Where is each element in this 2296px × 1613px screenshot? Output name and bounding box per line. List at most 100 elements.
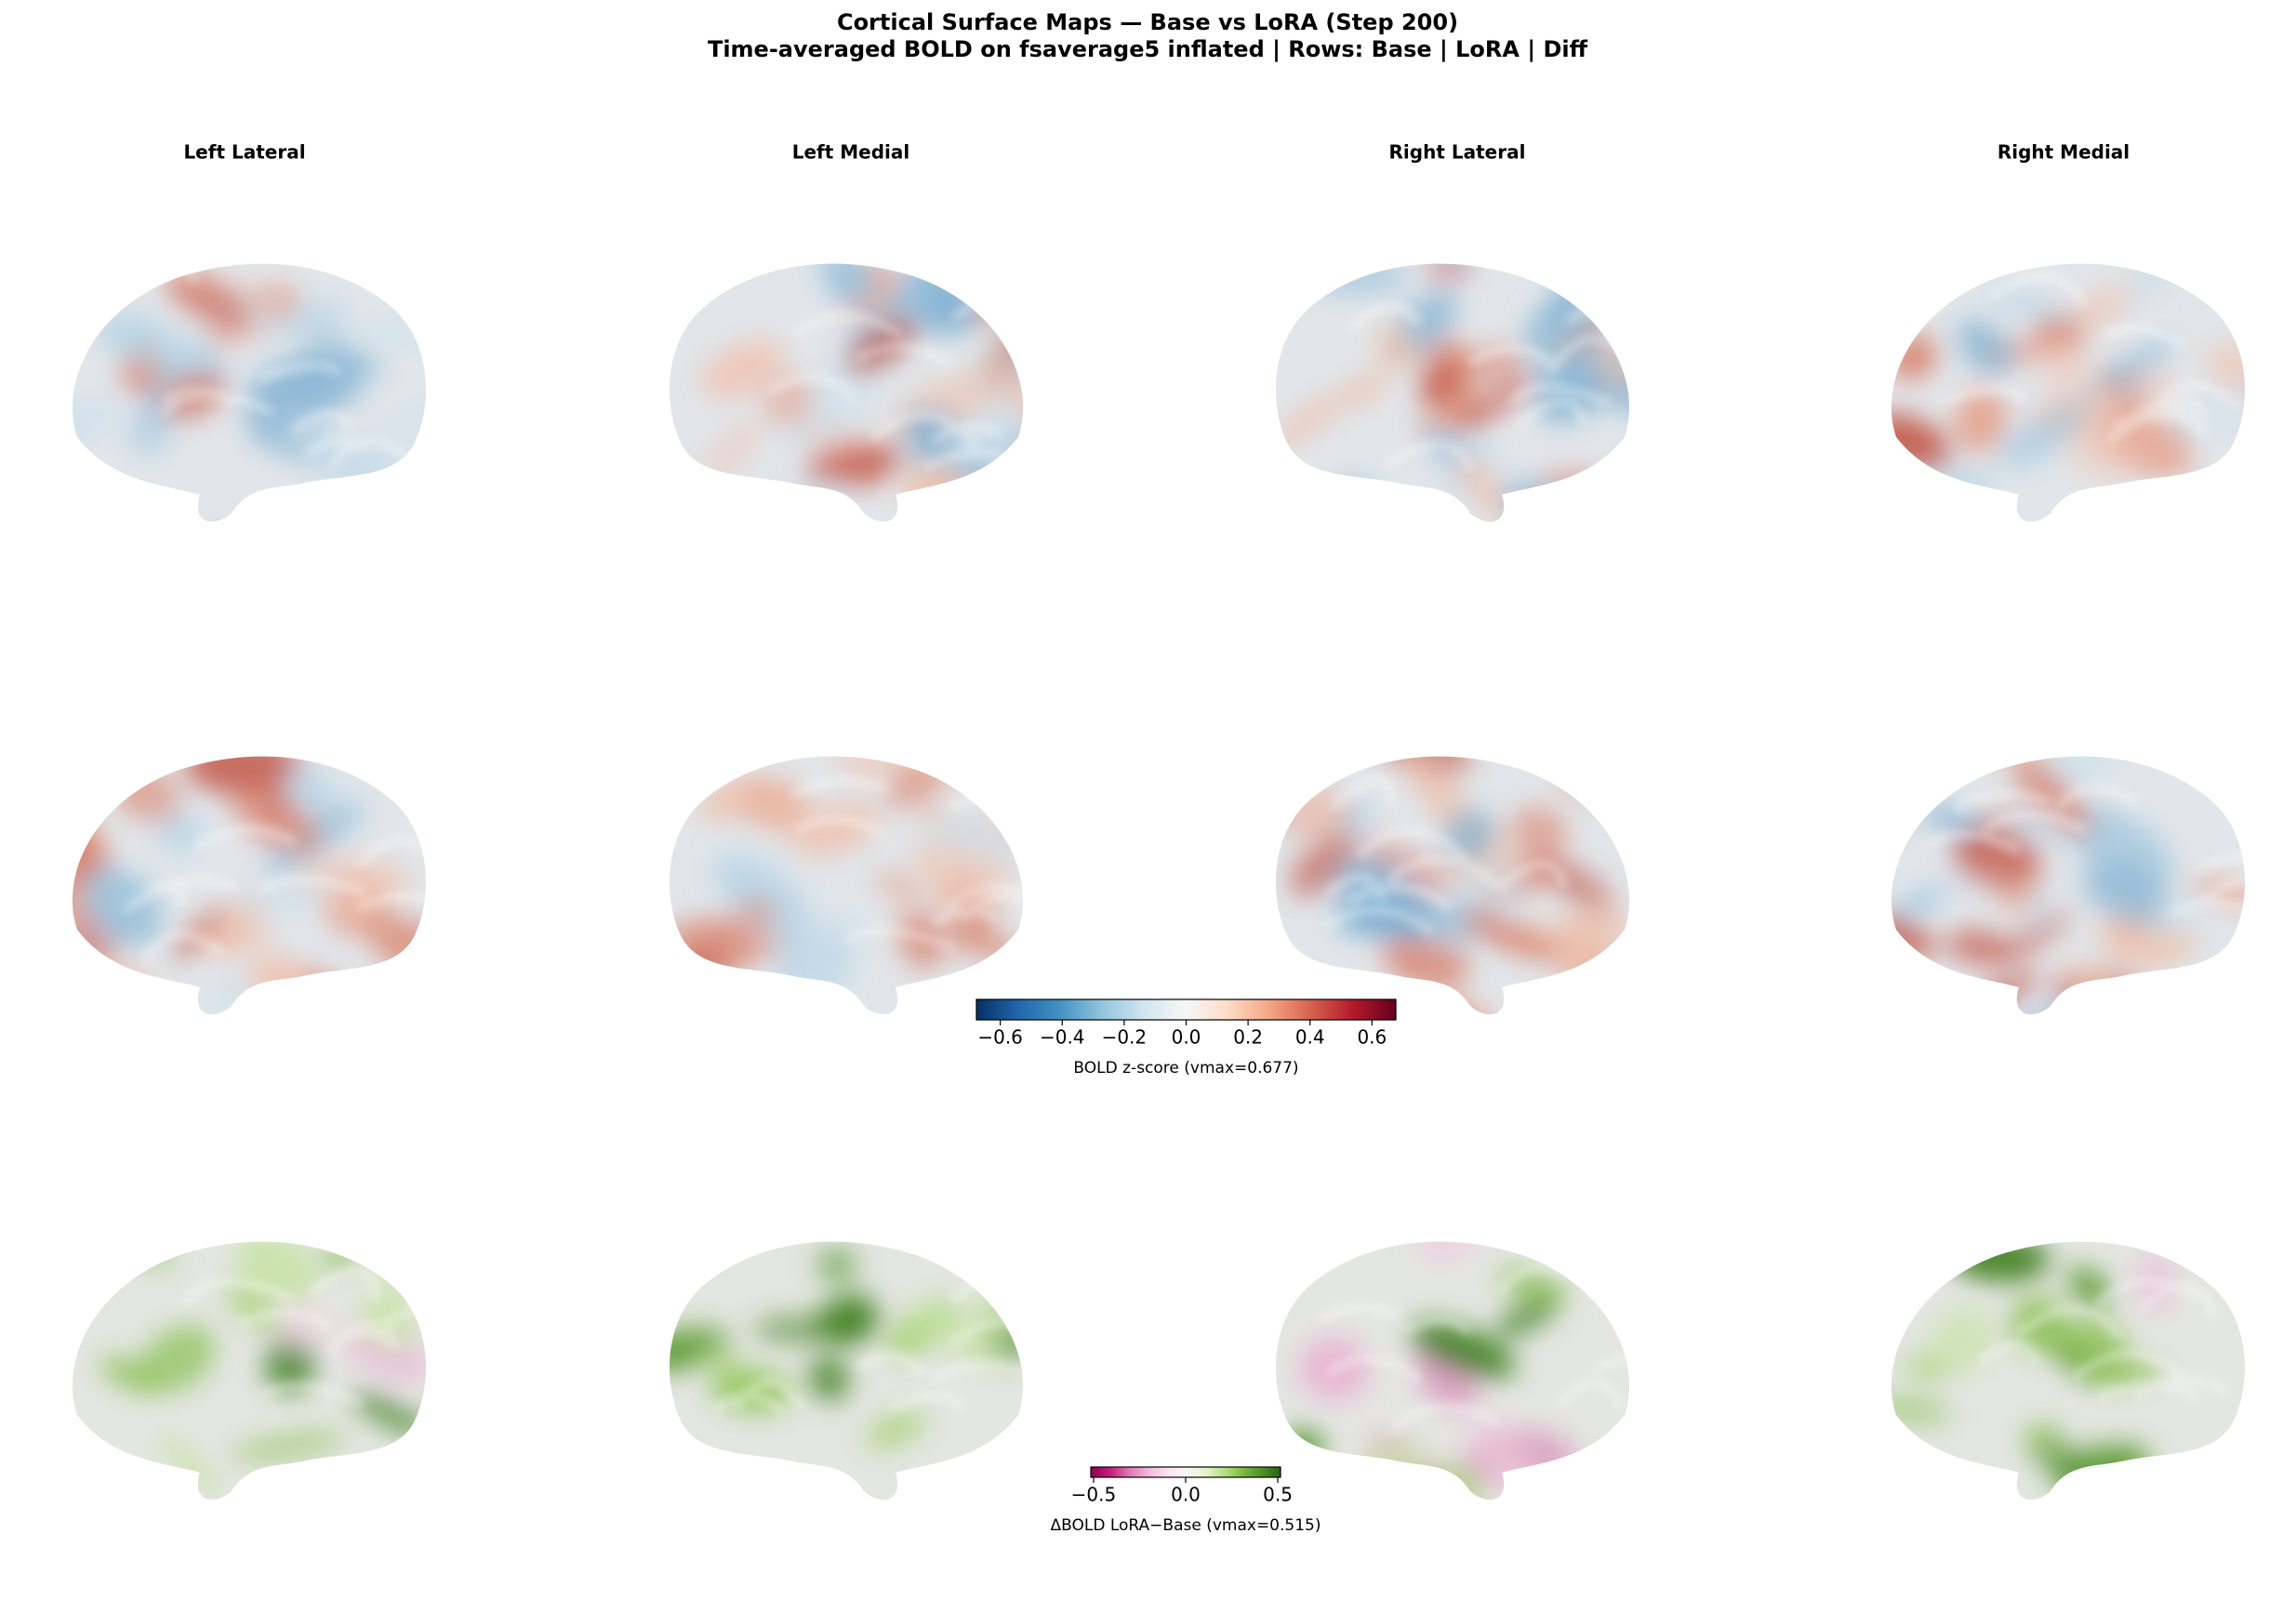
sulcus [237, 1308, 333, 1331]
sulcus [2133, 1375, 2232, 1403]
brain-region [184, 756, 303, 797]
subtitle: Time-averaged BOLD on fsaverage5 inflate… [708, 36, 1588, 62]
sulcus [258, 875, 366, 897]
sulcus [2137, 1281, 2220, 1319]
brain [1891, 756, 2245, 1015]
brain-region [229, 1432, 347, 1461]
brain-sulci [1347, 300, 1630, 472]
sulcus [949, 1271, 1024, 1304]
brain-region [919, 263, 999, 266]
brain-region [102, 323, 213, 374]
brain-region [2036, 342, 2087, 384]
sulcus [1987, 271, 2088, 307]
sulcus [1591, 1351, 1630, 1375]
brain-region [1423, 201, 1489, 267]
brain-sulci [1941, 271, 2243, 445]
brain-region [166, 272, 251, 327]
brain-region [735, 898, 780, 923]
brain-region [2064, 285, 2131, 334]
colorbar-tick-label: 0.4 [1295, 1026, 1325, 1049]
sulcus [290, 409, 357, 436]
sulcus [140, 930, 226, 963]
brain-region [158, 813, 204, 854]
brain-region [1891, 1396, 1953, 1424]
brain-region [2034, 313, 2083, 353]
brain-region [188, 525, 258, 595]
sulcus [1467, 343, 1560, 374]
brain [72, 1241, 426, 1501]
brain-region [283, 768, 336, 816]
brain-region [2189, 879, 2245, 909]
brain-region [791, 1511, 885, 1607]
brain-region [1410, 1320, 1516, 1379]
brain-region [2189, 382, 2245, 433]
brain-region [1510, 806, 1568, 858]
colorbar-tick-label: −0.2 [1102, 1026, 1148, 1049]
brain-region [2022, 1421, 2063, 1454]
brain-region [713, 853, 812, 939]
sulcus [930, 1360, 1024, 1384]
brain [1276, 1241, 1630, 1501]
brain-region [981, 356, 1024, 429]
colorbar-tick-label: 0.0 [1171, 1484, 1201, 1506]
brain-region [836, 756, 907, 780]
brain-region [232, 789, 323, 854]
brain-region [1342, 372, 1387, 406]
brain-sulci [121, 824, 426, 963]
brain-region [351, 1391, 426, 1438]
sulcus [179, 1276, 297, 1309]
brain-region [339, 1323, 426, 1383]
brain-region [126, 410, 171, 456]
colorbar-tick-label: −0.4 [1040, 1026, 1085, 1049]
brain-region [1463, 1413, 1519, 1471]
sulcus [355, 892, 426, 919]
brain-region [2082, 863, 2173, 928]
sulcus [791, 311, 906, 341]
brain-region [1953, 829, 2043, 887]
sulcus [949, 1317, 1024, 1352]
sulcus [1385, 854, 1503, 892]
sulcus [325, 1328, 402, 1358]
brain-region [1902, 1355, 1949, 1381]
sulcus [1551, 334, 1630, 376]
colorbar-tick-label: 0.2 [1233, 1026, 1263, 1049]
brain-region [702, 421, 762, 481]
sulcus [1347, 882, 1454, 912]
brain [72, 263, 426, 595]
brain-region [1290, 831, 1355, 898]
brain-region [1891, 413, 1952, 472]
brain [1891, 150, 2245, 522]
sulcus [1951, 789, 2053, 814]
sulcus [192, 824, 299, 853]
sulcus [766, 372, 858, 402]
brain-region [1891, 472, 1994, 522]
sulcus [2156, 381, 2243, 412]
brain-region [1985, 289, 2074, 324]
brain-region [1276, 390, 1348, 450]
sulcus [856, 1351, 928, 1379]
sulcus [147, 876, 238, 896]
sulcus [2093, 1276, 2201, 1309]
sulcus [1316, 1302, 1403, 1325]
sulcus [326, 436, 418, 472]
brain-region [789, 913, 866, 984]
sulcus [930, 421, 1002, 446]
sulcus [2102, 323, 2187, 350]
sulcus [259, 1381, 365, 1408]
brain-region [903, 409, 995, 494]
brain-region [1408, 384, 1489, 437]
brain-region [805, 443, 903, 489]
brain-region [1891, 1493, 1989, 1501]
brain-region [764, 1499, 823, 1562]
sulcus [792, 814, 887, 840]
brain-region [864, 1409, 926, 1450]
brain-region [2033, 150, 2132, 253]
brain-region [2011, 756, 2090, 838]
brain-region [919, 813, 1024, 862]
brain-region [1622, 1285, 1630, 1336]
brain-region [739, 179, 806, 240]
brain-region [1530, 998, 1589, 1015]
sulcus [1381, 440, 1477, 472]
sulcus [161, 385, 238, 407]
